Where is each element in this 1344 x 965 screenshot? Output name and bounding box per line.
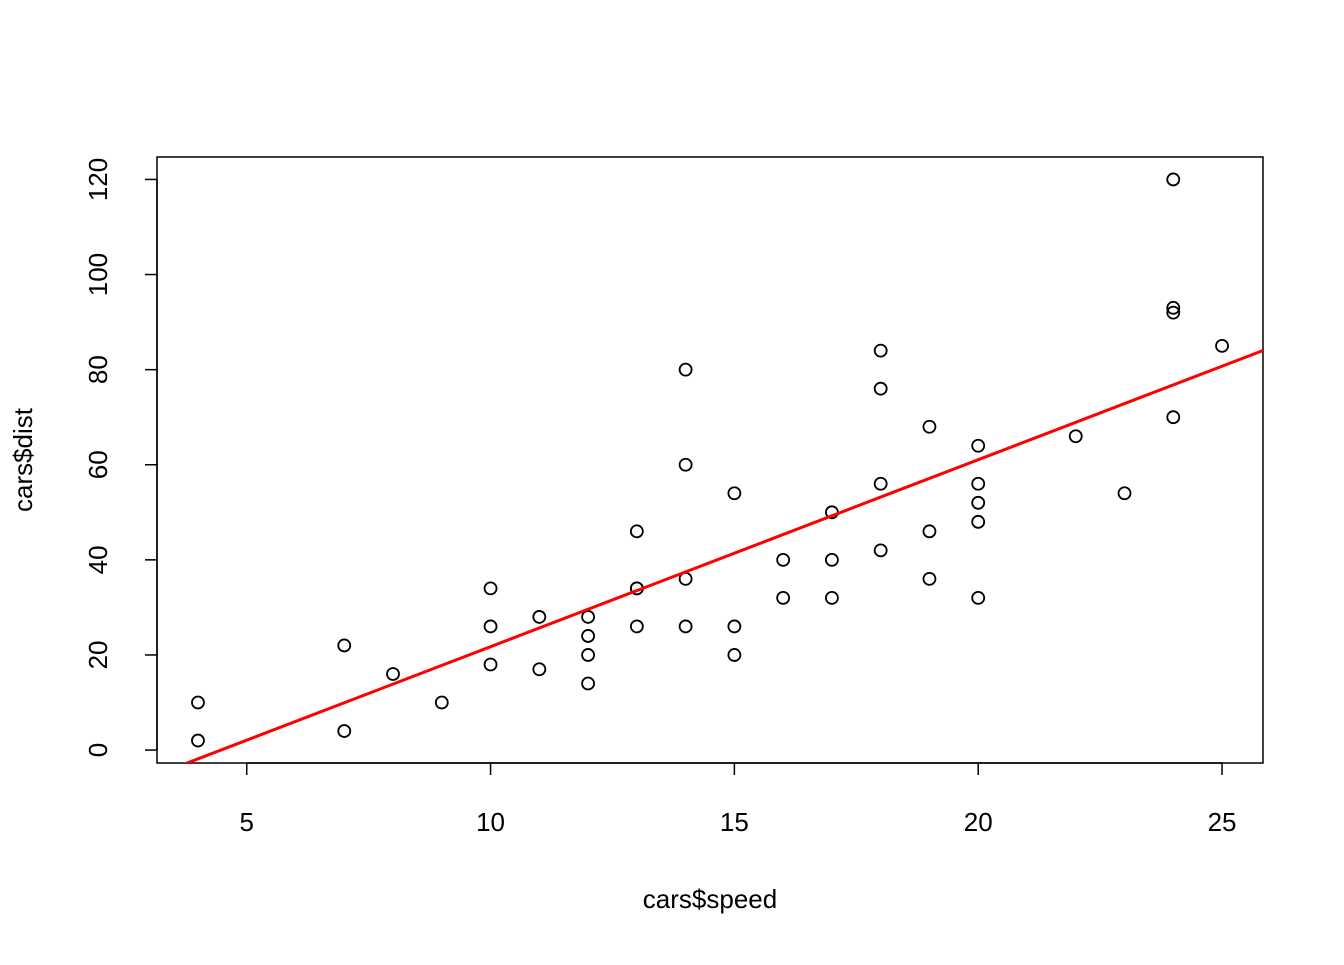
point	[678, 457, 693, 472]
point	[971, 476, 986, 491]
point	[1215, 338, 1229, 353]
fit-line	[182, 349, 1263, 763]
point	[678, 362, 693, 377]
point	[1166, 172, 1181, 187]
point	[1068, 429, 1083, 444]
point	[191, 695, 205, 710]
y-tick-label: 60	[83, 450, 113, 479]
point	[337, 638, 352, 653]
point	[581, 676, 595, 691]
x-tick-label: 20	[964, 807, 993, 837]
point	[629, 619, 644, 634]
x-tick-label: 15	[720, 807, 749, 837]
point	[971, 495, 986, 510]
point	[922, 524, 937, 539]
point	[532, 662, 547, 677]
x-axis-label: cars$speed	[643, 884, 777, 914]
point	[1117, 486, 1132, 501]
point	[678, 619, 693, 634]
point	[776, 552, 791, 567]
y-tick-label: 0	[83, 743, 113, 757]
point	[922, 571, 937, 586]
point	[581, 610, 595, 624]
y-tick-label: 40	[83, 545, 113, 574]
point	[1166, 305, 1181, 320]
y-tick-label: 20	[83, 641, 113, 670]
point	[922, 419, 937, 434]
x-tick-label: 25	[1208, 807, 1237, 837]
point	[629, 524, 644, 539]
point	[337, 724, 352, 738]
point	[727, 648, 742, 662]
point	[532, 610, 547, 624]
point	[873, 543, 888, 558]
y-tick-label: 120	[83, 158, 113, 201]
point	[873, 381, 888, 396]
y-axis-label: cars$dist	[8, 407, 38, 512]
point	[776, 591, 791, 605]
point	[483, 657, 498, 672]
plot-box	[156, 156, 1264, 764]
point	[971, 438, 986, 453]
y-tick-label: 80	[83, 355, 113, 384]
x-tick-label: 5	[239, 807, 253, 837]
point	[873, 343, 888, 358]
point	[581, 629, 595, 643]
point	[581, 648, 595, 662]
point	[971, 514, 986, 529]
point	[434, 695, 449, 710]
point	[386, 667, 400, 681]
y-tick-label: 100	[83, 253, 113, 296]
point	[825, 552, 839, 567]
point	[727, 486, 742, 501]
point	[483, 619, 498, 634]
point	[873, 476, 888, 491]
point	[191, 733, 205, 748]
point	[1166, 410, 1181, 425]
point	[825, 591, 839, 605]
point	[483, 581, 498, 596]
point	[971, 591, 986, 605]
point	[727, 619, 742, 634]
point	[1166, 300, 1181, 315]
x-tick-label: 10	[476, 807, 505, 837]
